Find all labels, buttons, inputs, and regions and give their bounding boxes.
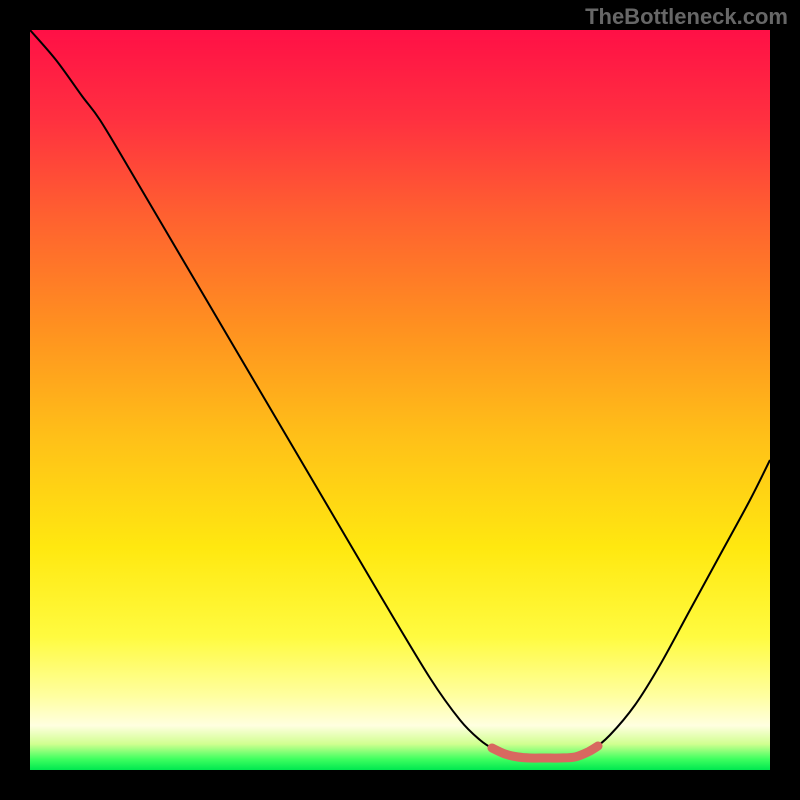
- watermark-text: TheBottleneck.com: [585, 4, 788, 30]
- chart-plot-area: [30, 30, 770, 770]
- curve-layer: [30, 30, 770, 770]
- bottleneck-curve: [30, 30, 770, 758]
- bottleneck-highlight: [492, 746, 598, 758]
